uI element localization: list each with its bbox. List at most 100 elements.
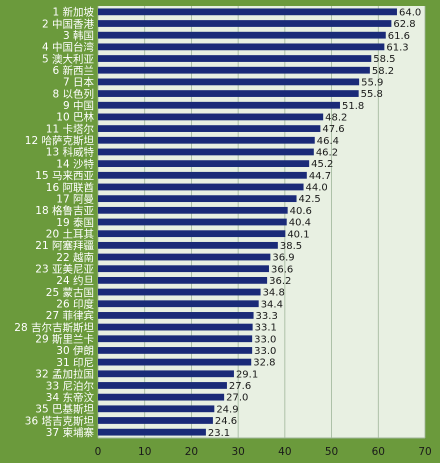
category-label: 36 塔吉克斯坦 [25,414,95,427]
category-label: 32 孟加拉国 [35,368,94,381]
bar [98,55,372,62]
value-label: 24.9 [216,404,238,415]
category-label: 3 韩国 [63,29,94,42]
category-label: 17 阿曼 [56,193,94,205]
value-label: 38.5 [280,241,302,252]
bar [98,428,206,436]
bar [98,20,392,27]
category-label: 18 格鲁吉亚 [35,204,94,217]
x-tick-label: 10 [138,446,151,458]
value-label: 33.0 [254,346,276,357]
category-label: 11 卡塔尔 [46,122,94,135]
value-label: 62.8 [393,19,415,30]
bar [98,43,385,51]
bar [98,183,304,191]
category-label: 19 泰国 [56,216,94,229]
category-label: 21 阿塞拜疆 [35,239,94,252]
bar [98,160,310,168]
value-label: 29.1 [236,369,258,380]
category-label: 14 沙特 [56,158,94,170]
value-label: 34.8 [263,288,285,299]
value-label: 58.2 [372,66,394,77]
value-label: 36.2 [269,276,291,287]
category-label: 8 以色列 [52,87,94,100]
category-label: 28 吉尔吉斯斯坦 [14,321,94,334]
category-label: 33 尼泊尔 [46,379,94,392]
bar [98,136,315,144]
value-label: 40.6 [290,206,312,217]
bar [98,230,286,238]
value-label: 58.5 [373,54,395,65]
bar [98,90,359,97]
category-label: 1 新加坡 [52,6,94,19]
category-label: 5 澳大利亚 [42,52,95,65]
value-label: 44.0 [306,183,328,194]
category-label: 6 新西兰 [52,64,94,77]
value-label: 44.7 [309,171,331,182]
category-label: 35 巴基斯坦 [35,403,94,416]
value-label: 40.1 [287,229,309,240]
value-label: 33.1 [255,323,277,334]
category-label: 12 哈萨克斯坦 [25,134,95,147]
value-label: 27.6 [229,381,251,392]
bar [98,393,225,401]
bar [98,171,307,179]
bar [98,335,253,343]
value-label: 33.3 [256,311,278,322]
value-label: 36.9 [272,253,294,264]
value-label: 32.8 [253,358,275,369]
category-label: 23 亚美尼亚 [35,263,94,276]
bar [98,78,360,86]
category-label: 37 柬埔寨 [46,426,95,439]
x-tick-label: 40 [278,446,291,458]
category-label: 26 印度 [56,298,94,311]
bar [98,206,288,214]
category-label: 16 阿联酋 [46,181,94,194]
category-label: 25 蒙古国 [46,286,94,299]
value-label: 33.0 [254,334,276,345]
bar [98,288,261,296]
category-label: 7 日本 [63,76,95,89]
category-label: 27 菲律宾 [46,309,94,322]
value-label: 23.1 [208,428,230,439]
bar [98,241,278,249]
category-label: 24 约旦 [56,274,94,287]
value-label: 61.3 [386,42,408,53]
bar [98,253,271,261]
value-label: 61.6 [388,31,410,42]
bar [98,417,213,424]
category-label: 2 中国香港 [42,17,95,30]
value-label: 27.0 [226,393,248,404]
category-label: 15 马来西亚 [35,170,94,182]
bar [98,347,253,354]
x-tick-label: 30 [231,446,244,458]
value-label: 42.5 [299,194,321,205]
bar [98,312,254,319]
category-label: 9 中国 [63,99,94,112]
bar [98,148,314,156]
bar [98,66,370,74]
x-tick-label: 20 [185,446,198,458]
category-label: 22 越南 [56,251,94,264]
bar [98,31,386,39]
bar [98,8,397,16]
bar [98,101,340,109]
bar [98,276,268,284]
bar [98,265,269,273]
bar [98,358,252,366]
value-label: 46.4 [317,136,339,147]
value-label: 64.0 [399,7,421,18]
value-label: 40.4 [289,218,311,229]
value-label: 45.2 [311,159,333,170]
value-label: 47.6 [322,124,344,135]
bar [98,370,234,378]
value-label: 24.6 [215,416,237,427]
x-tick-label: 0 [95,446,102,458]
category-label: 30 伊朗 [56,345,94,357]
bar [98,218,287,226]
bar [98,323,253,331]
bar [98,125,321,132]
bar [98,195,297,203]
